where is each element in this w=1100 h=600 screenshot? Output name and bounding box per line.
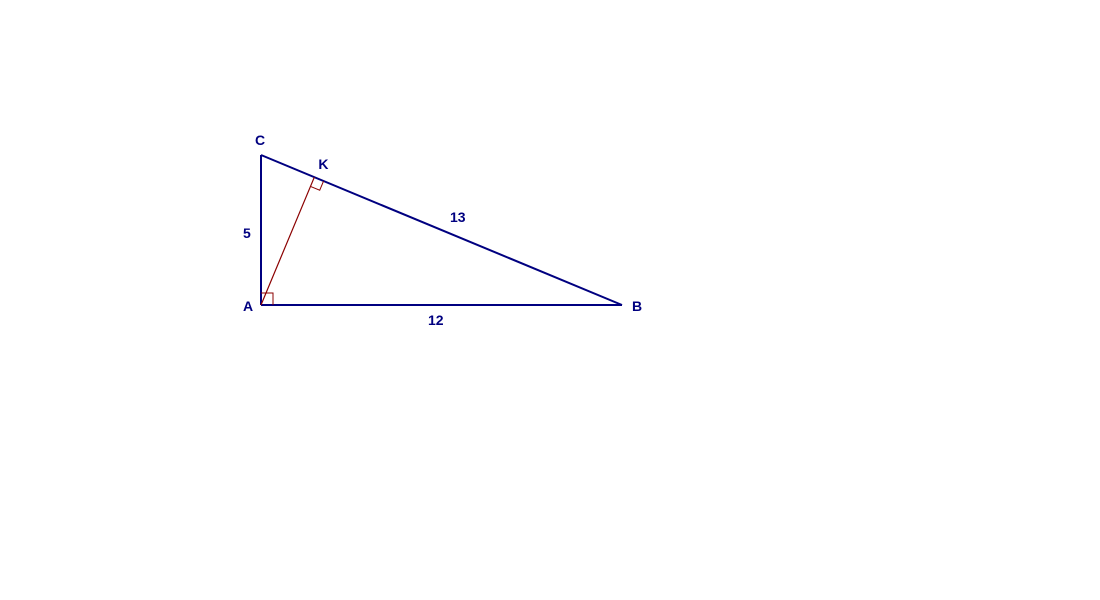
vertex-label-b: B xyxy=(632,298,642,314)
side-label-ab: 12 xyxy=(428,312,444,328)
vertex-label-c: C xyxy=(255,132,265,148)
side-label-ac: 5 xyxy=(243,225,251,241)
altitude-ak xyxy=(261,177,314,305)
geometry-diagram: A B C K 5 12 13 xyxy=(0,0,1100,600)
side-label-cb: 13 xyxy=(450,209,466,225)
vertex-label-a: A xyxy=(243,298,253,314)
right-angle-a xyxy=(261,293,273,305)
vertex-label-k: K xyxy=(318,156,328,172)
side-cb xyxy=(261,155,622,305)
